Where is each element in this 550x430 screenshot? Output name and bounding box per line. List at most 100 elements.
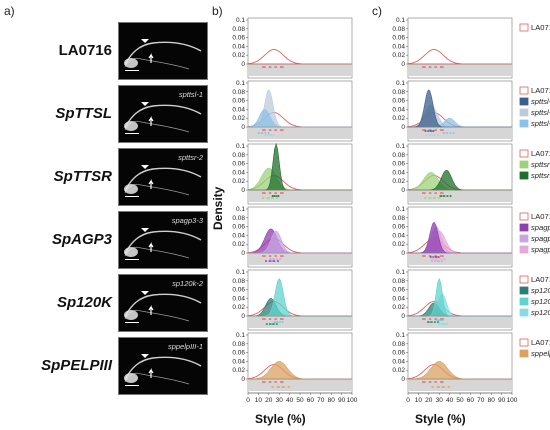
y-tick-label: 0.02 [232, 115, 245, 122]
data-point [428, 255, 431, 257]
data-point [446, 323, 449, 325]
data-point [435, 66, 438, 68]
data-point [439, 255, 442, 257]
scale-bar [125, 132, 139, 134]
x-tick-label: 0 [406, 397, 410, 404]
micrograph: sppelpIII-1 [118, 337, 208, 395]
data-point [428, 66, 431, 68]
y-tick-label: 0.1 [236, 17, 245, 24]
data-point [439, 66, 442, 68]
data-point [270, 258, 272, 260]
legend-label: spttsr-2 [531, 171, 550, 180]
y-tick-label: 0 [401, 250, 405, 257]
data-point [429, 192, 432, 194]
data-point [281, 255, 283, 257]
legend-label: spttsl-1 [531, 97, 550, 106]
data-point [282, 255, 284, 257]
data-point [261, 255, 264, 257]
y-tick-label: 0.08 [232, 215, 245, 222]
data-point [268, 192, 271, 194]
data-point [421, 318, 424, 320]
data-point [442, 129, 444, 131]
data-point [268, 132, 270, 134]
data-point [423, 66, 425, 68]
legend-swatch [519, 338, 529, 347]
y-tick-label: 0.1 [236, 206, 245, 213]
data-point [443, 132, 446, 134]
y-tick-label: 0.06 [232, 35, 245, 42]
micrograph: spttsr-2 [118, 148, 208, 206]
data-point [438, 260, 440, 262]
y-tick-label: 0.02 [392, 304, 405, 311]
data-point [279, 129, 282, 131]
data-point [423, 318, 425, 320]
data-point [450, 195, 452, 197]
data-point [429, 66, 432, 68]
data-point [264, 381, 266, 383]
data-point [428, 381, 431, 383]
data-point [432, 258, 435, 260]
micrograph [118, 22, 208, 80]
y-tick-label: 0.04 [392, 106, 405, 113]
data-point [268, 318, 271, 320]
data-point [281, 318, 283, 320]
x-tick-label: 100 [347, 397, 358, 404]
data-point [270, 260, 272, 262]
data-point [272, 195, 274, 197]
point-strip [408, 190, 512, 202]
y-tick-label: 0.04 [232, 232, 245, 239]
data-point [263, 318, 265, 320]
x-axis-title-c: Style (%) [415, 412, 466, 426]
data-point [424, 197, 427, 199]
data-point [264, 255, 266, 257]
data-point [270, 323, 272, 325]
data-point [275, 129, 278, 131]
y-tick-label: 0.06 [392, 350, 405, 357]
data-point [439, 192, 442, 194]
data-point [272, 197, 274, 199]
y-tick-label: 0.08 [392, 278, 405, 285]
y-tick-label: 0.04 [232, 169, 245, 176]
data-point [441, 255, 443, 257]
legend-swatch [519, 119, 529, 128]
pollen-tube-image [124, 291, 202, 322]
point-strip [248, 379, 352, 391]
data-point [282, 192, 284, 194]
y-tick-label: 0 [241, 250, 245, 257]
data-point [265, 260, 268, 262]
point-strip [248, 64, 352, 76]
data-point [268, 197, 270, 199]
point-strip [408, 379, 512, 391]
y-tick-label: 0.04 [232, 43, 245, 50]
data-point [277, 195, 280, 197]
y-tick-label: 0.1 [396, 80, 405, 87]
data-point [266, 323, 268, 325]
y-tick-label: 0 [401, 124, 405, 131]
data-point [433, 134, 436, 136]
y-tick-label: 0.08 [392, 152, 405, 159]
data-point [264, 129, 266, 131]
y-tick-label: 0.1 [396, 332, 405, 339]
data-point [282, 66, 284, 68]
data-point [441, 260, 444, 262]
point-strip [408, 64, 512, 76]
data-point [275, 66, 278, 68]
y-tick-label: 0.1 [396, 269, 405, 276]
chart-panel-c: 00.020.040.060.080.1LA071600.020.040.060… [392, 17, 550, 404]
data-point [430, 130, 433, 132]
data-point [442, 381, 444, 383]
data-point [281, 381, 283, 383]
y-tick-label: 0.1 [236, 143, 245, 150]
x-tick-label: 80 [488, 397, 496, 404]
data-point [279, 66, 282, 68]
data-point [281, 192, 283, 194]
legend-label: sp120k-1 [531, 286, 550, 295]
data-point [273, 260, 276, 262]
y-tick-label: 0.06 [392, 287, 405, 294]
data-point [432, 130, 435, 132]
data-point [264, 66, 266, 68]
x-tick-label: 90 [498, 397, 506, 404]
data-point [421, 381, 424, 383]
legend-label: spagp3-2 [531, 234, 550, 243]
y-tick-label: 0.02 [392, 367, 405, 374]
